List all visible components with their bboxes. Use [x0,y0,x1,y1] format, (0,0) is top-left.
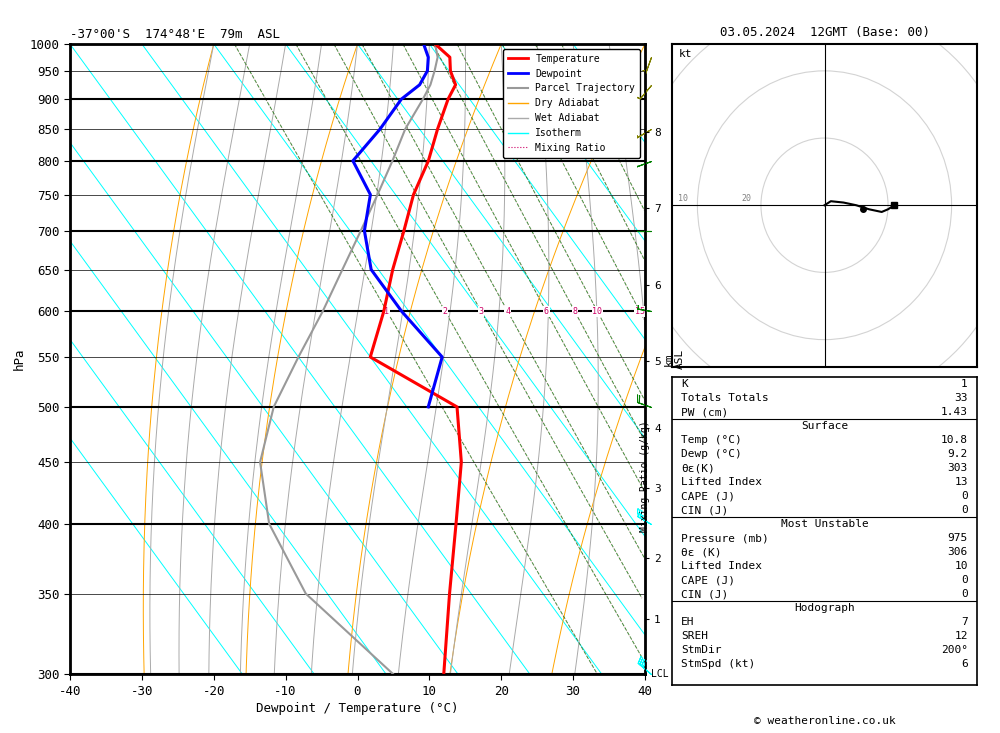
Text: θε(K): θε(K) [681,463,715,474]
Text: Mixing Ratio (g/kg): Mixing Ratio (g/kg) [640,421,650,532]
Text: 6: 6 [544,307,549,316]
Text: K: K [681,380,688,389]
Text: Dewp (°C): Dewp (°C) [681,449,742,460]
Text: 9.2: 9.2 [948,449,968,460]
Text: 0: 0 [961,575,968,586]
Text: Lifted Index: Lifted Index [681,561,762,572]
X-axis label: Dewpoint / Temperature (°C): Dewpoint / Temperature (°C) [256,702,459,715]
Text: 10: 10 [678,194,688,203]
Text: StmDir: StmDir [681,645,722,655]
Text: 10: 10 [954,561,968,572]
Text: 303: 303 [948,463,968,474]
Text: 2: 2 [443,307,448,316]
Text: 03.05.2024  12GMT (Base: 00): 03.05.2024 12GMT (Base: 00) [720,26,930,39]
Text: 3: 3 [479,307,484,316]
Text: 1.43: 1.43 [941,408,968,418]
Text: StmSpd (kt): StmSpd (kt) [681,660,755,669]
Text: 13: 13 [954,477,968,487]
Text: Pressure (mb): Pressure (mb) [681,534,769,543]
Text: 10.8: 10.8 [941,435,968,446]
Text: 200°: 200° [941,645,968,655]
Text: 33: 33 [954,394,968,403]
Text: CIN (J): CIN (J) [681,506,728,515]
Text: Lifted Index: Lifted Index [681,477,762,487]
Legend: Temperature, Dewpoint, Parcel Trajectory, Dry Adiabat, Wet Adiabat, Isotherm, Mi: Temperature, Dewpoint, Parcel Trajectory… [503,49,640,158]
Y-axis label: km
ASL: km ASL [664,349,685,369]
Text: 4: 4 [505,307,510,316]
Text: 0: 0 [961,506,968,515]
Text: Temp (°C): Temp (°C) [681,435,742,446]
Text: Hodograph: Hodograph [794,603,855,614]
Text: 0: 0 [961,589,968,600]
Text: 7: 7 [961,617,968,627]
Text: 1: 1 [384,307,389,316]
Text: CAPE (J): CAPE (J) [681,575,735,586]
Text: 6: 6 [961,660,968,669]
Text: 0: 0 [961,491,968,501]
Text: EH: EH [681,617,695,627]
Text: 1: 1 [961,380,968,389]
Text: PW (cm): PW (cm) [681,408,728,418]
Y-axis label: hPa: hPa [12,348,25,370]
Text: 10: 10 [592,307,602,316]
Text: kt: kt [678,49,692,59]
Text: Totals Totals: Totals Totals [681,394,769,403]
Text: Surface: Surface [801,421,848,432]
Text: θε (K): θε (K) [681,548,722,557]
Text: 20: 20 [742,194,752,203]
Text: SREH: SREH [681,631,708,641]
Text: Most Unstable: Most Unstable [781,520,868,529]
Text: CIN (J): CIN (J) [681,589,728,600]
Text: 306: 306 [948,548,968,557]
Text: -37°00'S  174°48'E  79m  ASL: -37°00'S 174°48'E 79m ASL [70,29,280,42]
Text: © weatheronline.co.uk: © weatheronline.co.uk [754,715,896,726]
Text: 975: 975 [948,534,968,543]
Text: 15: 15 [635,307,645,316]
Text: LCL: LCL [651,669,668,679]
Text: 8: 8 [572,307,577,316]
Text: CAPE (J): CAPE (J) [681,491,735,501]
Text: 12: 12 [954,631,968,641]
